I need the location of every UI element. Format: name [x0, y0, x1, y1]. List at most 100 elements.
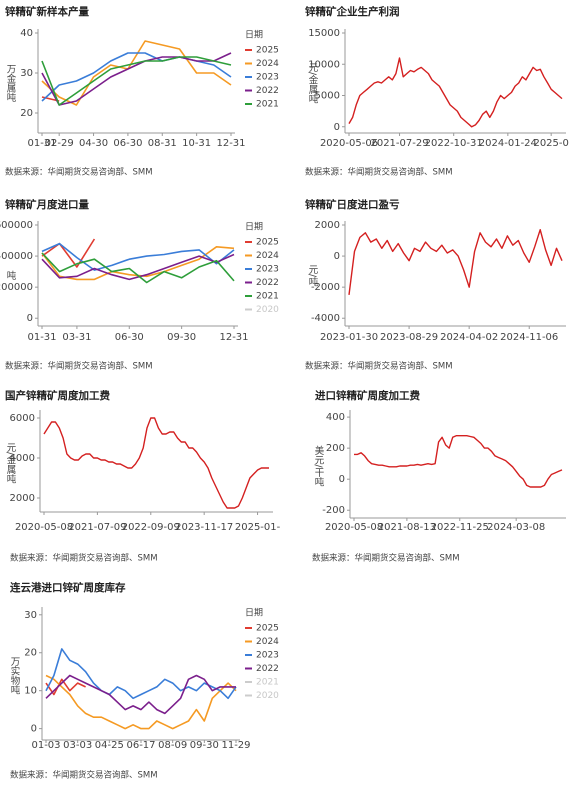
x-tick-label: 08-31 [148, 138, 177, 149]
legend-label: 2024 [256, 251, 279, 261]
y-axis-label: 元/金属吨 [307, 62, 319, 103]
y-tick-label: -200 [322, 505, 345, 516]
legend-label-hidden: 2020 [256, 305, 279, 315]
source-note: 数据来源：华闻期货交易咨询部、SMM [10, 770, 158, 781]
y-tick-label: 0 [334, 251, 340, 262]
y-tick-label: 40 [20, 28, 33, 39]
y-tick-label: 30 [20, 68, 33, 79]
x-tick-label: 04-30 [79, 138, 108, 149]
y-tick-label: 20 [20, 108, 33, 119]
chart-title: 锌精矿日度进口盈亏 [305, 198, 400, 211]
y-tick-label: 0 [339, 474, 345, 485]
legend-label: 2024 [256, 59, 279, 69]
y-tick-label: 2000 [315, 220, 340, 231]
y-tick-label: -2000 [311, 282, 340, 293]
y-axis-label: 万金属吨 [5, 64, 17, 102]
series-line [45, 674, 236, 715]
series-line [348, 57, 563, 128]
x-tick-label: 2024-01-24 [479, 138, 537, 149]
x-tick-label: 06-30 [113, 138, 142, 149]
y-axis-label: 万实物吨 [9, 657, 21, 695]
x-tick-label: 2021-07-09 [68, 522, 126, 533]
y-tick-label: 6000 [10, 413, 35, 424]
source-note: 数据来源：华闻期货交易咨询部、SMM [312, 553, 460, 564]
x-tick-label: 2023-08-29 [380, 332, 438, 343]
x-tick-label: 2024-04-02 [440, 332, 498, 343]
chart-title: 锌精矿新样本产量 [5, 5, 89, 18]
chart-title: 进口锌精矿周度加工费 [315, 389, 420, 402]
x-tick-label: 01-31 [27, 138, 56, 149]
series-line [348, 229, 563, 295]
y-tick-label: 20 [24, 648, 37, 659]
x-tick-label: 04-25 [95, 740, 124, 751]
legend-label: 2023 [256, 651, 279, 661]
chart-title: 国产锌精矿周度加工费 [5, 389, 110, 402]
source-note: 数据来源：华闻期货交易咨询部、SMM [5, 167, 153, 178]
legend-label: 2023 [256, 265, 279, 275]
legend-title: 日期 [245, 608, 263, 619]
y-tick-label: 0 [334, 122, 340, 133]
legend-label: 2023 [256, 73, 279, 83]
series-line [41, 253, 235, 281]
x-tick-label: 2023-11-17 [175, 522, 233, 533]
x-tick-label: 2024-03-08 [487, 522, 545, 533]
chart-title: 锌精矿月度进口量 [5, 198, 89, 211]
series-line [43, 417, 269, 509]
y-tick-label: 600000 [0, 220, 33, 231]
legend-label-hidden: 2021 [256, 678, 279, 688]
x-tick-label: 08-09 [158, 740, 187, 751]
x-tick-label: 12-31 [219, 332, 248, 343]
x-tick-label: 11-29 [221, 740, 250, 751]
source-note: 数据来源：华闻期货交易咨询部、SMM [305, 361, 453, 372]
legend-title: 日期 [245, 222, 263, 233]
y-tick-label: 5000 [315, 91, 340, 102]
x-tick-label: 2022-10-31 [425, 138, 483, 149]
source-note: 数据来源：华闻期货交易咨询部、SMM [5, 361, 153, 372]
x-tick-label: 2020-05-08 [325, 522, 383, 533]
x-tick-label: 2021-08-13 [378, 522, 436, 533]
y-tick-label: 30 [24, 610, 37, 621]
chart-title: 连云港进口锌矿周度库存 [10, 581, 126, 594]
x-tick-label: 03-03 [63, 740, 92, 751]
y-axis-label: 元/吨 [307, 264, 319, 286]
x-tick-label: 2022-09-09 [122, 522, 180, 533]
x-tick-label: 03-31 [62, 332, 91, 343]
y-axis-label: 吨 [5, 270, 17, 280]
y-tick-label: 0 [31, 724, 37, 735]
x-tick-label: 06-30 [115, 332, 144, 343]
x-tick-label: 02-29 [45, 138, 74, 149]
series-line [41, 56, 232, 106]
x-tick-label: 2025-0 [533, 138, 568, 149]
y-axis-label: 元/金属吨 [5, 442, 17, 483]
x-tick-label: 01-31 [27, 332, 56, 343]
y-tick-label: 10000 [308, 59, 340, 70]
source-note: 数据来源：华闻期货交易咨询部、SMM [10, 553, 158, 564]
series-line [41, 52, 232, 106]
series-line [354, 435, 563, 488]
y-tick-label: 200000 [0, 282, 33, 293]
y-tick-label: -4000 [311, 313, 340, 324]
y-tick-label: 10 [24, 686, 37, 697]
y-tick-label: 400 [326, 412, 345, 423]
x-tick-label: 2020-05-08 [15, 522, 73, 533]
y-tick-label: 2000 [10, 493, 35, 504]
y-tick-label: 200 [326, 443, 345, 454]
x-tick-label: 12-31 [216, 138, 245, 149]
legend-label: 2021 [256, 100, 279, 110]
x-tick-label: 10-31 [182, 138, 211, 149]
x-tick-label: 09-30 [167, 332, 196, 343]
series-line [41, 40, 232, 106]
x-tick-label: 2024-11-06 [500, 332, 558, 343]
legend-label: 2025 [256, 624, 279, 634]
legend-label-hidden: 2020 [256, 691, 279, 701]
legend-label: 2021 [256, 292, 279, 302]
y-axis-label: 美元/干吨 [313, 445, 325, 487]
x-tick-label: 09-30 [190, 740, 219, 751]
legend-label: 2024 [256, 637, 279, 647]
source-note: 数据来源：华闻期货交易咨询部、SMM [305, 167, 453, 178]
y-tick-label: 4000 [10, 453, 35, 464]
series-line [41, 242, 235, 271]
legend-title: 日期 [245, 30, 263, 41]
legend-label: 2022 [256, 278, 279, 288]
